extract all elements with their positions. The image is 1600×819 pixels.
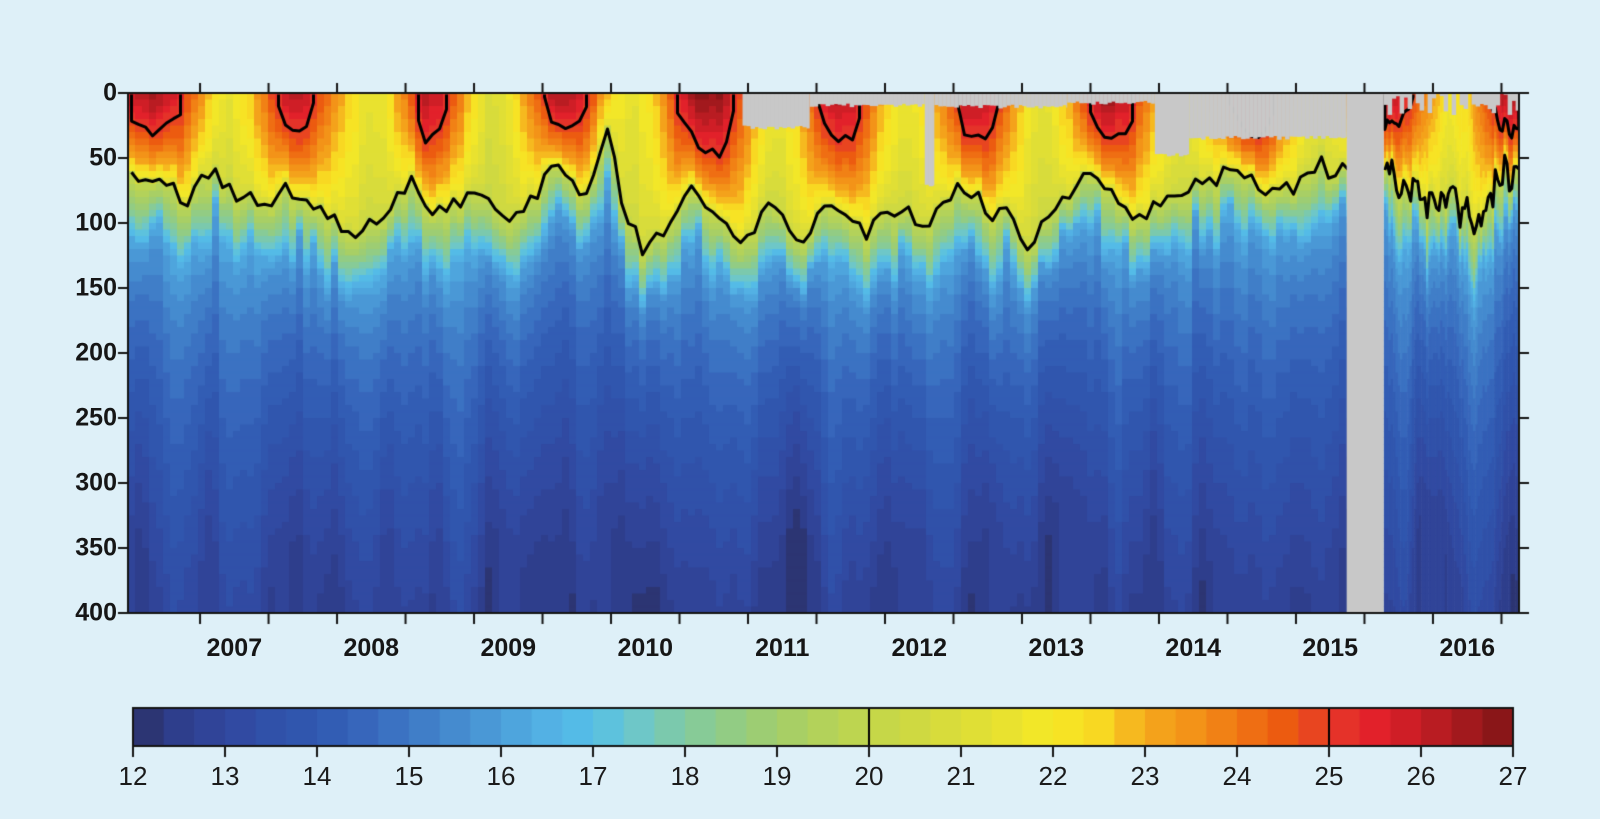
- depth-tick-label: 200: [75, 338, 117, 367]
- depth-tick-label: 100: [75, 208, 117, 237]
- year-tick-label: 2007: [206, 634, 263, 662]
- colorbar-tick-label: 26: [1406, 761, 1436, 791]
- depth-tick-label: 50: [89, 143, 117, 172]
- colorbar-tick-label: 15: [394, 761, 424, 791]
- colorbar-tick-label: 17: [578, 761, 608, 791]
- year-tick-label: 2011: [755, 634, 810, 662]
- depth-tick-label: 400: [75, 598, 117, 627]
- year-tick-label: 2014: [1165, 634, 1222, 662]
- depth-tick-label: 0: [103, 78, 117, 107]
- depth-tick-label: 150: [75, 273, 117, 302]
- year-tick-label: 2010: [617, 634, 674, 662]
- year-tick-label: 2013: [1028, 634, 1085, 662]
- colorbar-tick-label: 27: [1498, 761, 1528, 791]
- colorbar-tick-label: 24: [1222, 761, 1252, 791]
- colorbar-tick-label: 19: [762, 761, 792, 791]
- colorbar-tick-label: 12: [118, 761, 148, 791]
- colorbar-tick-label: 21: [946, 761, 976, 791]
- colorbar-tick-label: 14: [302, 761, 332, 791]
- colorbar-tick-label: 16: [486, 761, 516, 791]
- colorbar-tick-label: 22: [1038, 761, 1068, 791]
- year-tick-label: 2008: [343, 634, 400, 662]
- depth-tick-label: 300: [75, 468, 117, 497]
- depth-tick-label: 250: [75, 403, 117, 432]
- year-tick-label: 2009: [480, 634, 537, 662]
- year-tick-label: 2012: [891, 634, 948, 662]
- depth-tick-label: 350: [75, 533, 117, 562]
- colorbar-tick-label: 23: [1130, 761, 1160, 791]
- year-tick-label: 2016: [1439, 634, 1496, 662]
- colorbar-tick-label: 20: [854, 761, 884, 791]
- colorbar-tick-label: 13: [210, 761, 240, 791]
- colorbar-tick-label: 25: [1314, 761, 1344, 791]
- colorbar-tick-label: 18: [670, 761, 700, 791]
- year-tick-label: 2015: [1302, 634, 1359, 662]
